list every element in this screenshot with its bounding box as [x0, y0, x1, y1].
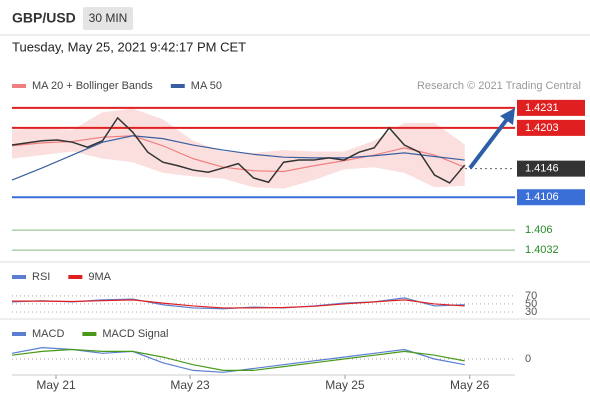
credit: Research © 2021 Trading Central: [417, 80, 581, 92]
forecast-arrow: [468, 116, 510, 170]
level-label-box: [517, 189, 585, 206]
legend-label: MACD Signal: [102, 328, 168, 340]
legend-swatch: [68, 275, 83, 279]
legend-label: RSI: [32, 271, 50, 283]
level-label: 1.406: [525, 224, 553, 236]
legend-swatch: [12, 275, 26, 279]
price-line: [11, 116, 466, 184]
y-tick-label: 50: [525, 298, 537, 310]
x-tick-label: May 26: [450, 378, 490, 392]
series-line: [11, 348, 465, 371]
level-label-box: [517, 119, 585, 136]
legend-label: MACD: [32, 328, 64, 340]
timeframe[interactable]: 30 MIN: [89, 11, 128, 25]
y-tick-label: 70: [525, 290, 537, 302]
level-label: 1.4032: [525, 244, 559, 256]
y-tick-label: 0: [525, 353, 531, 365]
x-tick-label: May 25: [325, 378, 365, 392]
legend-label: MA 20 + Bollinger Bands: [32, 80, 153, 92]
legend-swatch: [170, 84, 185, 88]
level-label: 1.4203: [525, 122, 559, 134]
legend-swatch: [12, 332, 26, 336]
legend-label: 9MA: [88, 271, 111, 283]
timeframe-button[interactable]: [83, 7, 133, 30]
series-line: [11, 135, 465, 173]
forecast-arrow-head: [500, 108, 515, 125]
y-tick-label: 30: [525, 306, 537, 318]
legend-swatch: [82, 332, 97, 336]
level-label: 1.4231: [525, 102, 559, 114]
timestamp: Tuesday, May 25, 2021 9:42:17 PM CET: [12, 39, 246, 54]
series-line: [11, 135, 465, 181]
x-tick-label: May 23: [170, 378, 210, 392]
level-label: 1.4106: [525, 191, 559, 203]
symbol: GBP/USD: [12, 10, 76, 26]
x-tick-label: May 21: [36, 378, 76, 392]
series-line: [12, 299, 465, 309]
level-label-box: [517, 160, 585, 177]
level-label-box: [517, 99, 585, 116]
legend-swatch: [12, 84, 26, 88]
legend-label: MA 50: [191, 80, 222, 92]
level-label: 1.4146: [525, 163, 559, 175]
